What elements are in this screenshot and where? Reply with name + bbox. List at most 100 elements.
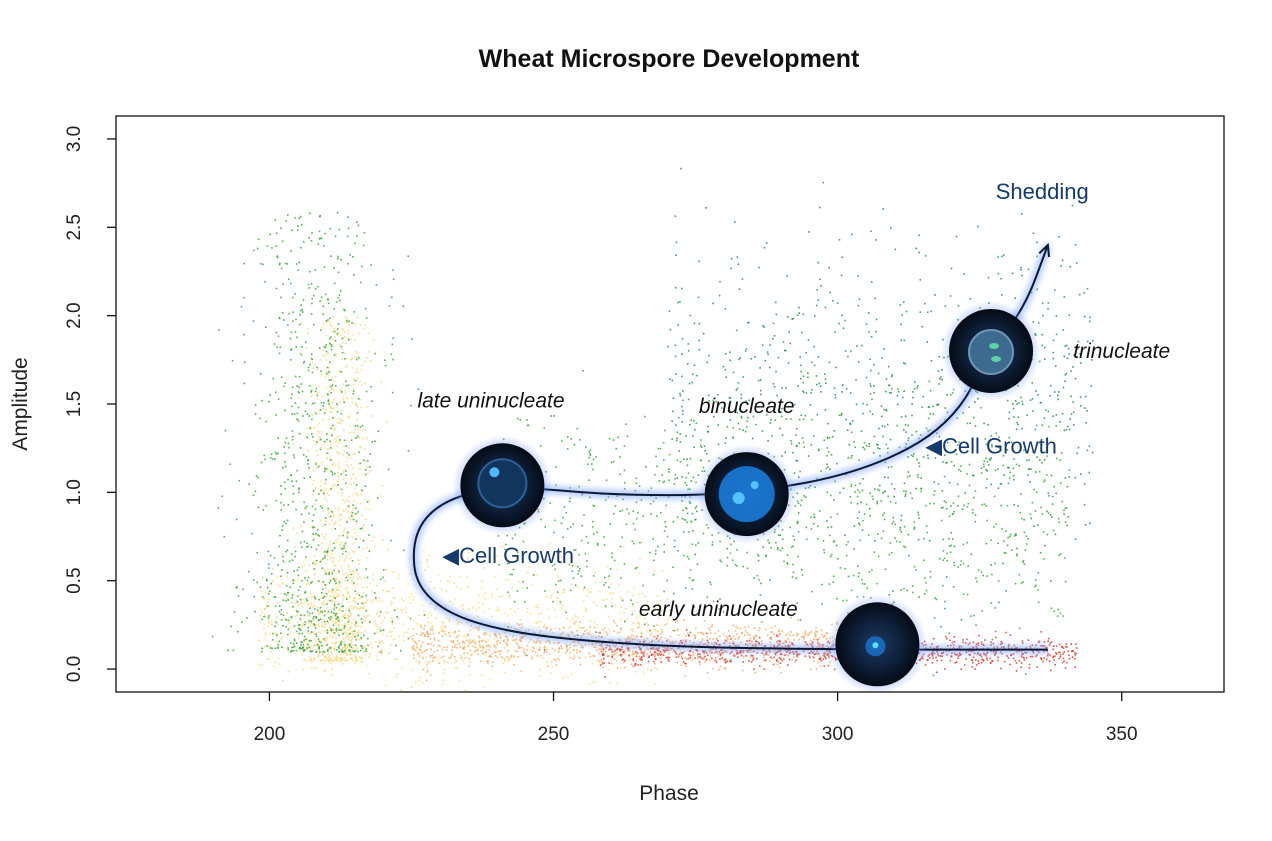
scatter-point [626, 508, 628, 510]
scatter-point [319, 436, 321, 439]
scatter-point [927, 457, 929, 460]
scatter-point [611, 651, 614, 653]
scatter-point [305, 559, 307, 561]
scatter-point [379, 578, 382, 581]
scatter-point [663, 543, 665, 546]
scatter-point [343, 652, 346, 654]
scatter-point [348, 323, 351, 326]
scatter-point [468, 665, 471, 668]
scatter-point [643, 672, 645, 675]
scatter-point [307, 582, 309, 584]
scatter-point [372, 339, 375, 341]
scatter-point [813, 522, 815, 525]
scatter-point [315, 412, 317, 415]
scatter-point [645, 605, 647, 608]
scatter-point [297, 621, 299, 623]
scatter-point [452, 640, 454, 642]
scatter-point [687, 472, 690, 474]
scatter-point [318, 619, 320, 621]
scatter-point [335, 352, 337, 355]
scatter-point [340, 582, 343, 585]
scatter-point [296, 601, 299, 603]
scatter-point [785, 634, 787, 636]
scatter-point [324, 656, 326, 658]
scatter-point [508, 596, 511, 599]
scatter-point [417, 388, 420, 390]
scatter-point [499, 641, 501, 644]
scatter-point [959, 564, 962, 566]
scatter-point [326, 644, 328, 646]
scatter-point [330, 662, 332, 665]
scatter-point [326, 457, 329, 460]
scatter-point [300, 647, 302, 650]
scatter-point [524, 654, 526, 656]
scatter-point [494, 651, 496, 654]
scatter-point [580, 575, 583, 577]
scatter-point [485, 660, 488, 663]
scatter-point [726, 640, 728, 642]
scatter-point [829, 661, 831, 663]
scatter-point [1048, 495, 1050, 497]
scatter-point [692, 579, 695, 581]
scatter-point [1033, 488, 1035, 491]
scatter-point [278, 605, 281, 607]
scatter-point [357, 602, 359, 605]
scatter-point [333, 606, 335, 609]
scatter-point [637, 626, 639, 629]
scatter-point [316, 467, 318, 469]
scatter-point [279, 585, 281, 588]
scatter-point [330, 628, 332, 631]
scatter-point [427, 621, 429, 623]
scatter-point [1046, 655, 1049, 657]
scatter-point [751, 640, 754, 643]
scatter-point [761, 652, 763, 654]
scatter-point [329, 618, 332, 620]
scatter-point [689, 502, 692, 505]
scatter-point [334, 614, 337, 617]
scatter-point [1055, 457, 1058, 460]
scatter-point [364, 630, 366, 632]
scatter-point [809, 668, 812, 671]
scatter-point [853, 548, 855, 550]
scatter-point [633, 652, 635, 655]
scatter-point [341, 492, 343, 494]
scatter-point [359, 528, 362, 530]
scatter-point [389, 604, 392, 606]
scatter-point [566, 646, 568, 649]
scatter-point [608, 438, 611, 440]
scatter-point [513, 664, 515, 666]
scatter-point [271, 647, 273, 650]
scatter-point [810, 631, 813, 633]
scatter-point [332, 624, 335, 627]
scatter-point [323, 625, 326, 628]
scatter-point [353, 606, 355, 608]
scatter-point [655, 549, 657, 552]
scatter-point [301, 566, 303, 568]
scatter-point [289, 586, 291, 589]
scatter-point [755, 640, 757, 643]
scatter-point [520, 646, 523, 649]
scatter-point [402, 635, 405, 638]
scatter-point [726, 564, 728, 567]
scatter-point [378, 631, 381, 633]
scatter-point [673, 649, 675, 652]
scatter-point [282, 599, 285, 601]
scatter-point [343, 501, 346, 504]
scatter-point [1027, 639, 1030, 641]
scatter-point [287, 599, 290, 601]
scatter-point [364, 653, 367, 656]
scatter-point [969, 654, 971, 656]
scatter-point [333, 604, 336, 606]
scatter-point [989, 662, 992, 664]
scatter-point [287, 633, 289, 636]
scatter-point [446, 580, 449, 582]
scatter-point [323, 443, 326, 445]
scatter-point [369, 653, 371, 655]
scatter-point [659, 651, 662, 653]
scatter-point [787, 664, 789, 666]
scatter-point [432, 660, 434, 662]
scatter-point [423, 610, 425, 613]
scatter-point [845, 554, 848, 557]
scatter-point [268, 400, 270, 403]
scatter-point [945, 635, 947, 638]
